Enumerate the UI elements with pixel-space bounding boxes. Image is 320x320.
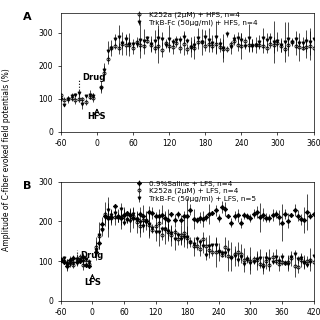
Legend: K252a (2μM) + HFS, n=4, TrkB-Fc (50μg/ml) + HFS, n=4: K252a (2μM) + HFS, n=4, TrkB-Fc (50μg/ml…	[132, 12, 258, 26]
Text: Drug: Drug	[83, 73, 106, 82]
Legend: 0.9%Saline + LFS, n=4, K252a (2μM) + LFS, n=4, TrkB-Fc (50μg/ml) + LFS, n=5: 0.9%Saline + LFS, n=4, K252a (2μM) + LFS…	[132, 180, 256, 202]
Text: Drug: Drug	[80, 251, 103, 260]
Text: HFS: HFS	[88, 112, 106, 121]
Text: LFS: LFS	[84, 278, 101, 287]
Text: A: A	[23, 12, 31, 22]
Text: Amplitude of C-fiber evoked field potentials (%): Amplitude of C-fiber evoked field potent…	[2, 68, 11, 252]
Text: B: B	[23, 180, 31, 191]
